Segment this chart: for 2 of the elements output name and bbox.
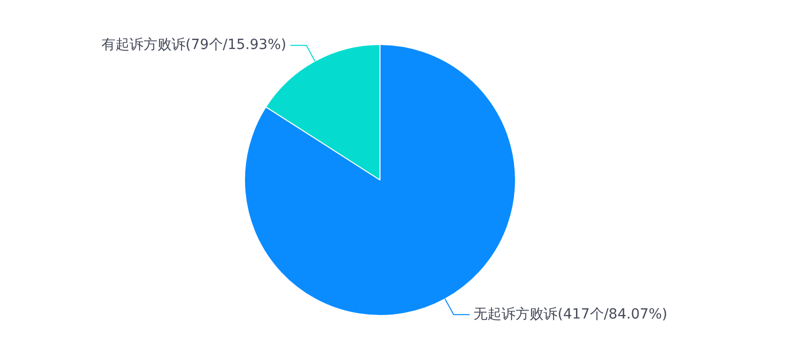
slice-label: 无起诉方败诉(417个/84.07%) <box>474 306 668 322</box>
slice-label: 有起诉方败诉(79个/15.93%) <box>102 36 286 53</box>
